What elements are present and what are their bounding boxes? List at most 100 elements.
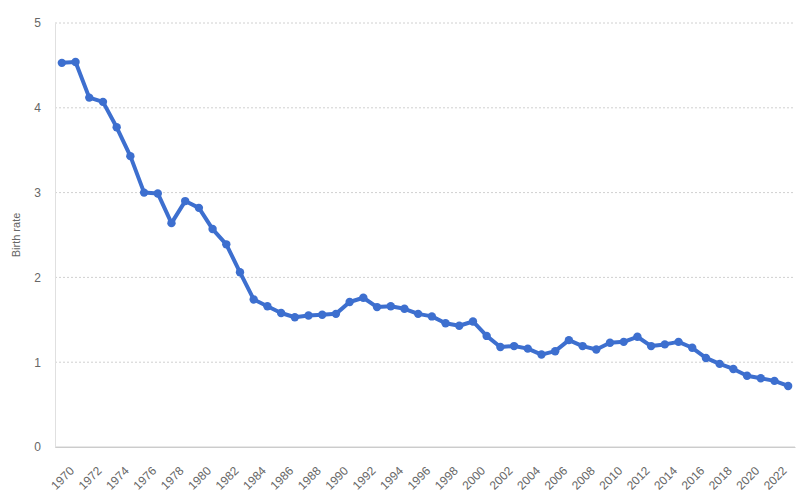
- y-tick: 3: [34, 186, 55, 200]
- x-tick-label: 1984: [240, 464, 269, 493]
- point: [510, 342, 518, 350]
- x-tick: 2008: [569, 447, 598, 493]
- point: [291, 313, 299, 321]
- x-tick: 1982: [213, 447, 242, 493]
- point: [71, 58, 79, 66]
- x-tick-label: 1982: [213, 464, 242, 493]
- point: [400, 305, 408, 313]
- point: [85, 93, 93, 101]
- grid-line: [55, 192, 795, 193]
- x-tick: 1970: [48, 447, 77, 493]
- point: [277, 309, 285, 317]
- x-tick: 2004: [514, 447, 543, 493]
- point: [140, 188, 148, 196]
- x-tick: 2010: [596, 447, 625, 493]
- point: [181, 197, 189, 205]
- x-tick: 2022: [761, 447, 790, 493]
- x-tick-label: 1994: [377, 464, 406, 493]
- point: [345, 298, 353, 306]
- point: [58, 59, 66, 67]
- point: [428, 312, 436, 320]
- x-tick: 1994: [377, 447, 406, 493]
- y-tick-label: 5: [34, 16, 41, 30]
- y-tick-label: 1: [34, 356, 41, 370]
- x-axis-line: [56, 447, 796, 448]
- x-tick: 1974: [103, 447, 132, 493]
- x-tick-label: 1972: [76, 464, 105, 493]
- point: [715, 360, 723, 368]
- point: [222, 240, 230, 248]
- x-tick-label: 2022: [761, 464, 790, 493]
- x-tick: 1992: [350, 447, 379, 493]
- x-tick-label: 1990: [322, 464, 351, 493]
- grid-line: [55, 23, 795, 24]
- point: [674, 338, 682, 346]
- x-tick: 1984: [240, 447, 269, 493]
- point: [688, 344, 696, 352]
- x-tick-label: 1974: [103, 464, 132, 493]
- x-tick: 1972: [76, 447, 105, 493]
- x-axis: 1970197219741976197819801982198419861988…: [48, 447, 795, 493]
- point: [524, 344, 532, 352]
- y-tick: 1: [34, 356, 55, 370]
- x-tick-label: 1986: [268, 464, 297, 493]
- x-tick-label: 2010: [596, 464, 625, 493]
- point: [236, 268, 244, 276]
- y-tick-label: 3: [34, 186, 41, 200]
- point: [702, 354, 710, 362]
- y-axis-title: Birth rate: [10, 213, 22, 258]
- point: [770, 377, 778, 385]
- x-tick: 1990: [322, 447, 351, 493]
- grid-line: [55, 277, 795, 278]
- x-tick-label: 2016: [679, 464, 708, 493]
- x-tick: 1998: [432, 447, 461, 493]
- grid-line: [55, 107, 795, 108]
- point: [620, 338, 628, 346]
- x-tick: 2018: [706, 447, 735, 493]
- y-tick-label: 2: [34, 271, 41, 285]
- x-tick-label: 2014: [651, 464, 680, 493]
- x-tick-label: 2006: [542, 464, 571, 493]
- grid-line: [55, 362, 795, 363]
- point: [647, 342, 655, 350]
- line: [62, 62, 788, 386]
- point: [578, 342, 586, 350]
- point: [126, 152, 134, 160]
- point: [565, 336, 573, 344]
- plot-area: [58, 58, 793, 390]
- point: [743, 372, 751, 380]
- x-tick: 2020: [734, 447, 763, 493]
- point: [359, 294, 367, 302]
- point: [304, 311, 312, 319]
- point: [112, 123, 120, 131]
- x-tick-label: 2008: [569, 464, 598, 493]
- point: [729, 365, 737, 373]
- point: [414, 310, 422, 318]
- x-tick-label: 1996: [405, 464, 434, 493]
- point: [441, 319, 449, 327]
- x-tick-label: 1976: [131, 464, 160, 493]
- x-tick-label: 2004: [514, 464, 543, 493]
- x-tick: 2006: [542, 447, 571, 493]
- grid: [55, 23, 795, 447]
- x-tick-label: 1978: [158, 464, 187, 493]
- y-tick: 0: [34, 440, 55, 454]
- x-tick-label: 1980: [185, 464, 214, 493]
- point: [469, 317, 477, 325]
- y-axis: 0 1 2 3 4 5: [34, 16, 55, 454]
- point: [373, 303, 381, 311]
- x-tick-label: 2000: [459, 464, 488, 493]
- y-axis-line: [55, 24, 56, 448]
- point: [387, 302, 395, 310]
- point: [606, 338, 614, 346]
- point: [99, 98, 107, 106]
- y-tick-label: 4: [34, 101, 41, 115]
- x-tick-label: 1998: [432, 464, 461, 493]
- point: [154, 189, 162, 197]
- x-tick: 2014: [651, 447, 680, 493]
- y-tick: 4: [34, 101, 55, 115]
- x-tick: 2002: [487, 447, 516, 493]
- x-tick: 1976: [131, 447, 160, 493]
- x-tick-label: 2020: [734, 464, 763, 493]
- x-tick: 2000: [459, 447, 488, 493]
